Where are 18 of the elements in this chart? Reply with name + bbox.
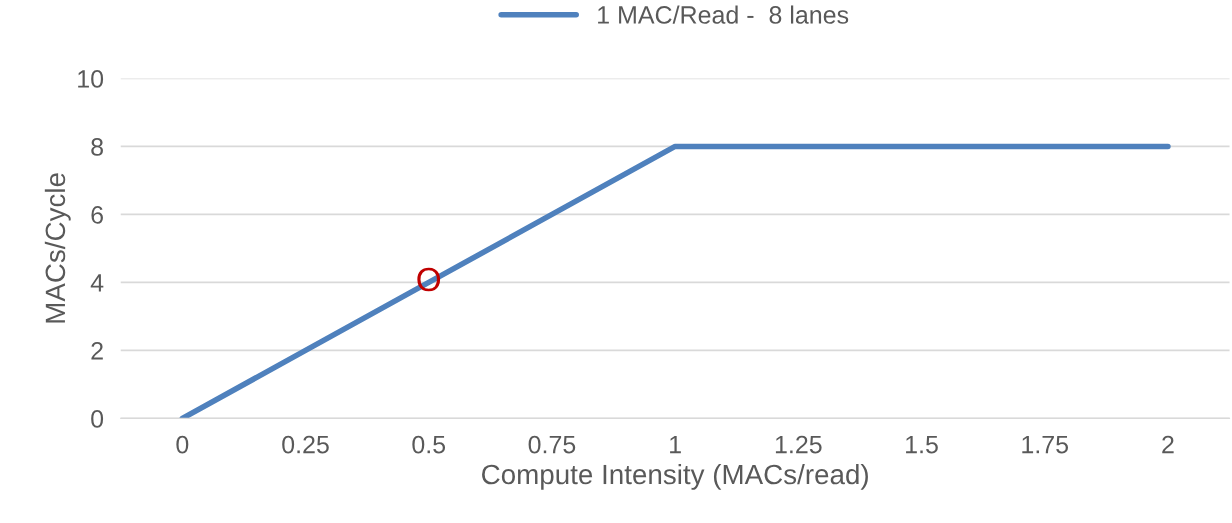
y-axis-title: MACs/Cycle xyxy=(44,173,71,323)
x-axis-title: Compute Intensity (MACs/read) xyxy=(482,463,868,490)
x-tick-label: 0.5 xyxy=(412,435,446,454)
x-tick-label: 1.5 xyxy=(906,435,938,454)
y-tick-label: 0 xyxy=(91,410,104,428)
y-tick-label: 2 xyxy=(91,342,103,360)
y-tick-label: 10 xyxy=(78,70,104,88)
x-tick-label: 0.25 xyxy=(282,435,329,454)
y-tick-label: 6 xyxy=(91,206,103,224)
x-tick-label: 1.25 xyxy=(775,435,822,454)
x-tick-label: 1 xyxy=(670,435,681,454)
x-tick-label: 0.75 xyxy=(528,435,576,454)
x-tick-label: 2 xyxy=(1162,435,1174,454)
x-tick-label: 0 xyxy=(176,435,189,454)
legend-label: 1 MAC/Read - 8 lanes xyxy=(598,5,849,24)
y-tick-label: 4 xyxy=(90,274,104,292)
x-tick-label: 1.75 xyxy=(1022,435,1069,454)
y-tick-label: 8 xyxy=(91,138,103,156)
